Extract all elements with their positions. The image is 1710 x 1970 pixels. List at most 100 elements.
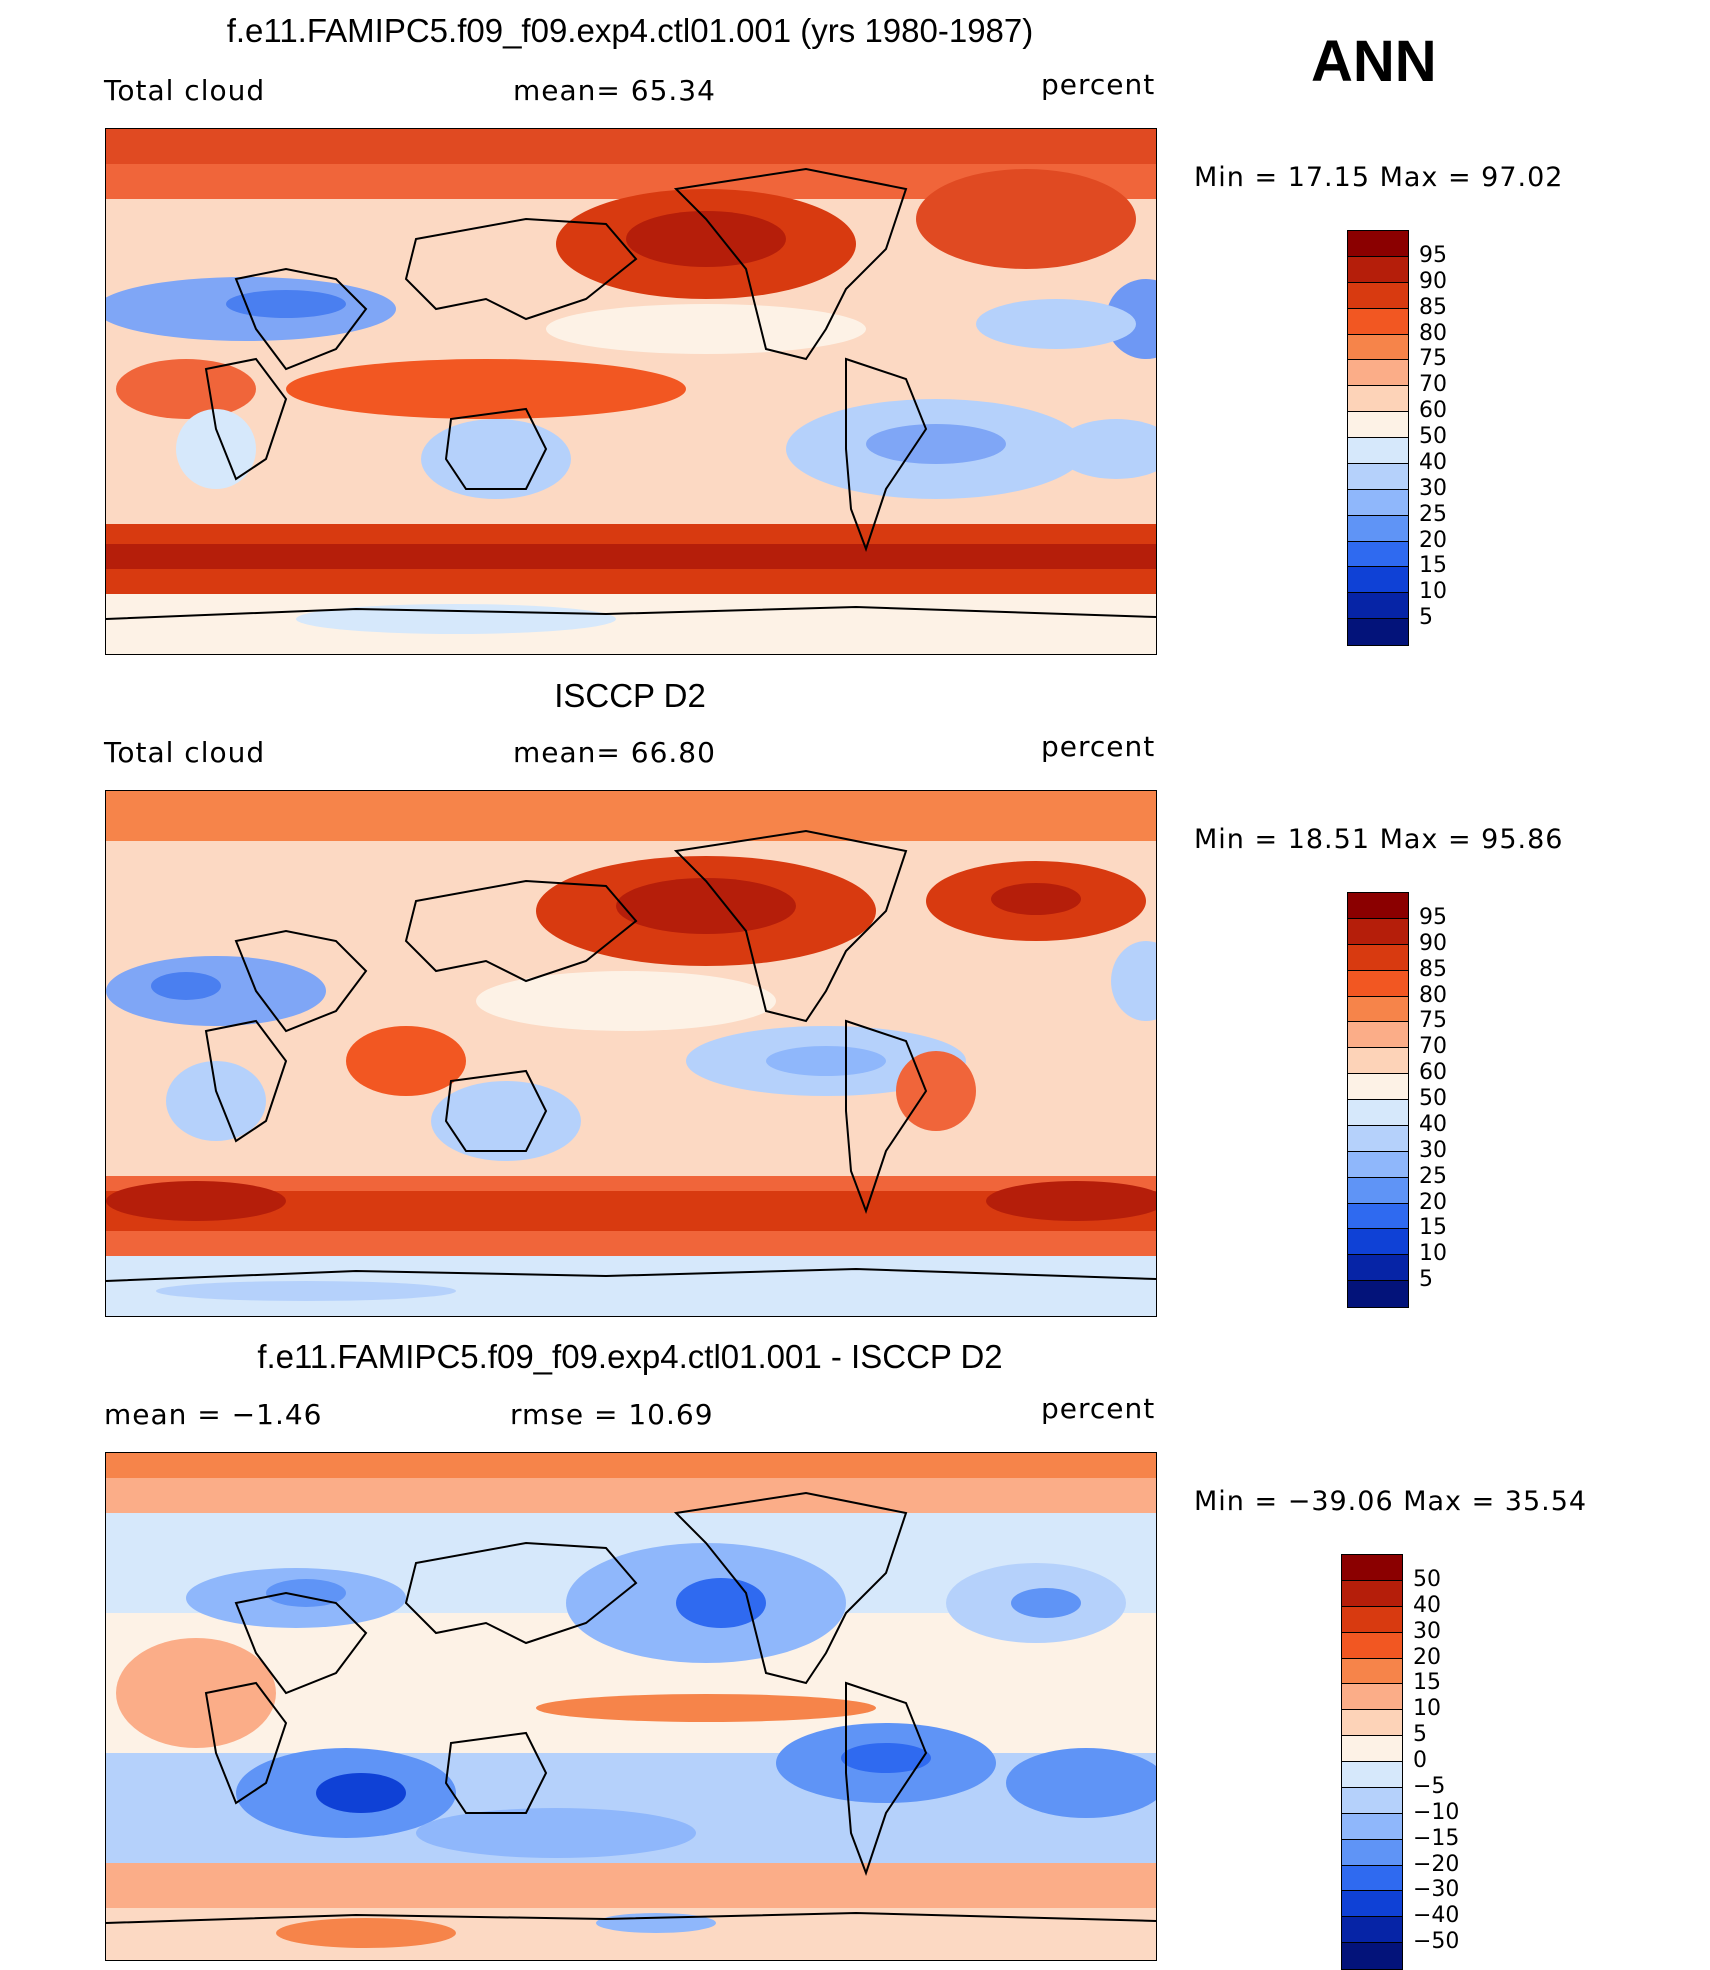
colorbar-tick-label: 20 bbox=[1419, 1189, 1447, 1215]
colorbar-swatch bbox=[1342, 1787, 1402, 1814]
colorbar-tick-label: 25 bbox=[1419, 1163, 1447, 1189]
colorbar-tick-label: 30 bbox=[1419, 475, 1447, 501]
colorbar-boxes bbox=[1341, 1554, 1403, 1970]
colorbar-boxes bbox=[1347, 230, 1409, 646]
panel1-variable-label: Total cloud bbox=[104, 74, 266, 107]
colorbar-swatch bbox=[1348, 412, 1408, 438]
colorbar-tick-label: 90 bbox=[1419, 930, 1447, 956]
colorbar-swatch bbox=[1348, 489, 1408, 516]
colorbar-tick-label: 0 bbox=[1413, 1748, 1427, 1773]
colorbar-swatch bbox=[1342, 1891, 1402, 1918]
panel2-map bbox=[105, 790, 1157, 1317]
panel2-variable-label: Total cloud bbox=[104, 736, 266, 769]
panel2-mean-label: mean= 66.80 bbox=[513, 736, 716, 769]
colorbar-tick-label: 85 bbox=[1419, 294, 1447, 320]
colorbar-tick-label: 60 bbox=[1419, 398, 1447, 424]
colorbar-swatch bbox=[1348, 1229, 1408, 1256]
colorbar-swatch bbox=[1348, 515, 1408, 542]
colorbar-tick-label: 5 bbox=[1419, 1267, 1433, 1293]
colorbar-tick-label: 20 bbox=[1413, 1644, 1441, 1670]
colorbar-swatch bbox=[1348, 593, 1408, 620]
colorbar-swatch bbox=[1342, 1943, 1402, 1969]
panel2-colorbar: 95 90 85 80 75 70 60 50 40 30 25 20 15 10 5 bbox=[1347, 892, 1447, 1308]
colorbar-tick-label: 50 bbox=[1419, 424, 1447, 449]
colorbar-swatch bbox=[1342, 1555, 1402, 1581]
colorbar-tick-label: 5 bbox=[1413, 1722, 1427, 1748]
colorbar-tick-label: 20 bbox=[1419, 527, 1447, 553]
colorbar-swatch bbox=[1342, 1762, 1402, 1788]
colorbar-swatch bbox=[1348, 1125, 1408, 1152]
colorbar-tick-label: −5 bbox=[1413, 1773, 1446, 1799]
panel3-rmse-label: rmse = 10.69 bbox=[510, 1398, 714, 1431]
colorbar-swatch bbox=[1348, 334, 1408, 361]
colorbar-swatch bbox=[1348, 1074, 1408, 1100]
panel1-map bbox=[105, 128, 1157, 655]
colorbar-tick-label: 85 bbox=[1419, 956, 1447, 982]
panel1-mean-label: mean= 65.34 bbox=[513, 74, 716, 107]
colorbar-tick-label: 10 bbox=[1413, 1696, 1441, 1722]
panel3-minmax: Min = −39.06 Max = 35.54 bbox=[1194, 1486, 1588, 1517]
panel3-map bbox=[105, 1452, 1157, 1961]
colorbar-swatch bbox=[1342, 1917, 1402, 1944]
panel1-colorbar: 95 90 85 80 75 70 60 50 40 30 25 20 15 10 5 bbox=[1347, 230, 1447, 646]
colorbar-tick-label: 95 bbox=[1419, 904, 1447, 930]
colorbar-swatch bbox=[1342, 1865, 1402, 1892]
panel2-title: ISCCP D2 bbox=[554, 677, 706, 714]
panel3-units-label: percent bbox=[1041, 1392, 1156, 1425]
colorbar-swatch bbox=[1348, 918, 1408, 945]
colorbar-tick-label: 95 bbox=[1419, 242, 1447, 268]
colorbar-tick-label: −30 bbox=[1413, 1877, 1460, 1903]
panel2-map-graphic bbox=[106, 791, 1156, 1316]
colorbar-tick-label: 15 bbox=[1419, 553, 1447, 579]
colorbar-swatch bbox=[1348, 256, 1408, 283]
colorbar-tick-label: 75 bbox=[1419, 1008, 1447, 1034]
colorbar-swatch bbox=[1348, 996, 1408, 1023]
panel1-map-graphic bbox=[106, 129, 1156, 654]
colorbar-tick-label: 50 bbox=[1419, 1086, 1447, 1111]
colorbar-tick-label: 30 bbox=[1419, 1137, 1447, 1163]
colorbar-tick-label: 40 bbox=[1419, 1111, 1447, 1137]
colorbar-boxes bbox=[1347, 892, 1409, 1308]
colorbar-tick-label: −50 bbox=[1413, 1929, 1460, 1955]
colorbar-swatch bbox=[1342, 1736, 1402, 1762]
panel3-title: f.e11.FAMIPC5.f09_f09.exp4.ctl01.001 - I… bbox=[257, 1338, 1003, 1375]
colorbar-swatch bbox=[1348, 386, 1408, 413]
colorbar-swatch bbox=[1348, 231, 1408, 257]
colorbar-tick-label: 15 bbox=[1419, 1215, 1447, 1241]
colorbar-swatch bbox=[1342, 1632, 1402, 1659]
colorbar-swatch bbox=[1348, 282, 1408, 309]
colorbar-swatch bbox=[1348, 893, 1408, 919]
colorbar-swatch bbox=[1348, 1022, 1408, 1049]
panel2-minmax: Min = 18.51 Max = 95.86 bbox=[1194, 824, 1564, 855]
colorbar-tick-label: 50 bbox=[1413, 1566, 1441, 1592]
panel3-mean-label: mean = −1.46 bbox=[104, 1398, 323, 1431]
panel1-title: f.e11.FAMIPC5.f09_f09.exp4.ctl01.001 (yr… bbox=[226, 12, 1034, 49]
colorbar-swatch bbox=[1342, 1813, 1402, 1840]
colorbar-swatch bbox=[1348, 1151, 1408, 1178]
colorbar-tick-label: −15 bbox=[1413, 1825, 1460, 1851]
colorbar-tick-label: 5 bbox=[1419, 605, 1433, 631]
colorbar-tick-label: 15 bbox=[1413, 1670, 1441, 1696]
colorbar-tick-label: 80 bbox=[1419, 320, 1447, 346]
colorbar-swatch bbox=[1348, 308, 1408, 335]
colorbar-swatch bbox=[1348, 1177, 1408, 1204]
colorbar-swatch bbox=[1348, 1048, 1408, 1075]
colorbar-tick-label: 70 bbox=[1419, 372, 1447, 398]
panel1-minmax: Min = 17.15 Max = 97.02 bbox=[1194, 162, 1564, 193]
panel3-colorbar: 50 40 30 20 15 10 5 0 −5 −10 −15 −20 −30 −40 −50 bbox=[1341, 1554, 1459, 1970]
colorbar-tick-label: −40 bbox=[1413, 1903, 1460, 1929]
colorbar-swatch bbox=[1348, 970, 1408, 997]
colorbar-tick-label: −20 bbox=[1413, 1851, 1460, 1877]
colorbar-tick-label: 75 bbox=[1419, 346, 1447, 372]
panel3-map-graphic bbox=[106, 1453, 1156, 1960]
colorbar-swatch bbox=[1348, 1255, 1408, 1282]
season-label: ANN bbox=[1311, 29, 1437, 94]
colorbar-swatch bbox=[1342, 1684, 1402, 1711]
panel1-units-label: percent bbox=[1041, 68, 1156, 101]
colorbar-swatch bbox=[1348, 1281, 1408, 1307]
colorbar-swatch bbox=[1348, 567, 1408, 594]
colorbar-swatch bbox=[1348, 619, 1408, 645]
colorbar-swatch bbox=[1348, 360, 1408, 387]
colorbar-tick-label: 40 bbox=[1419, 449, 1447, 475]
colorbar-swatch bbox=[1342, 1606, 1402, 1633]
